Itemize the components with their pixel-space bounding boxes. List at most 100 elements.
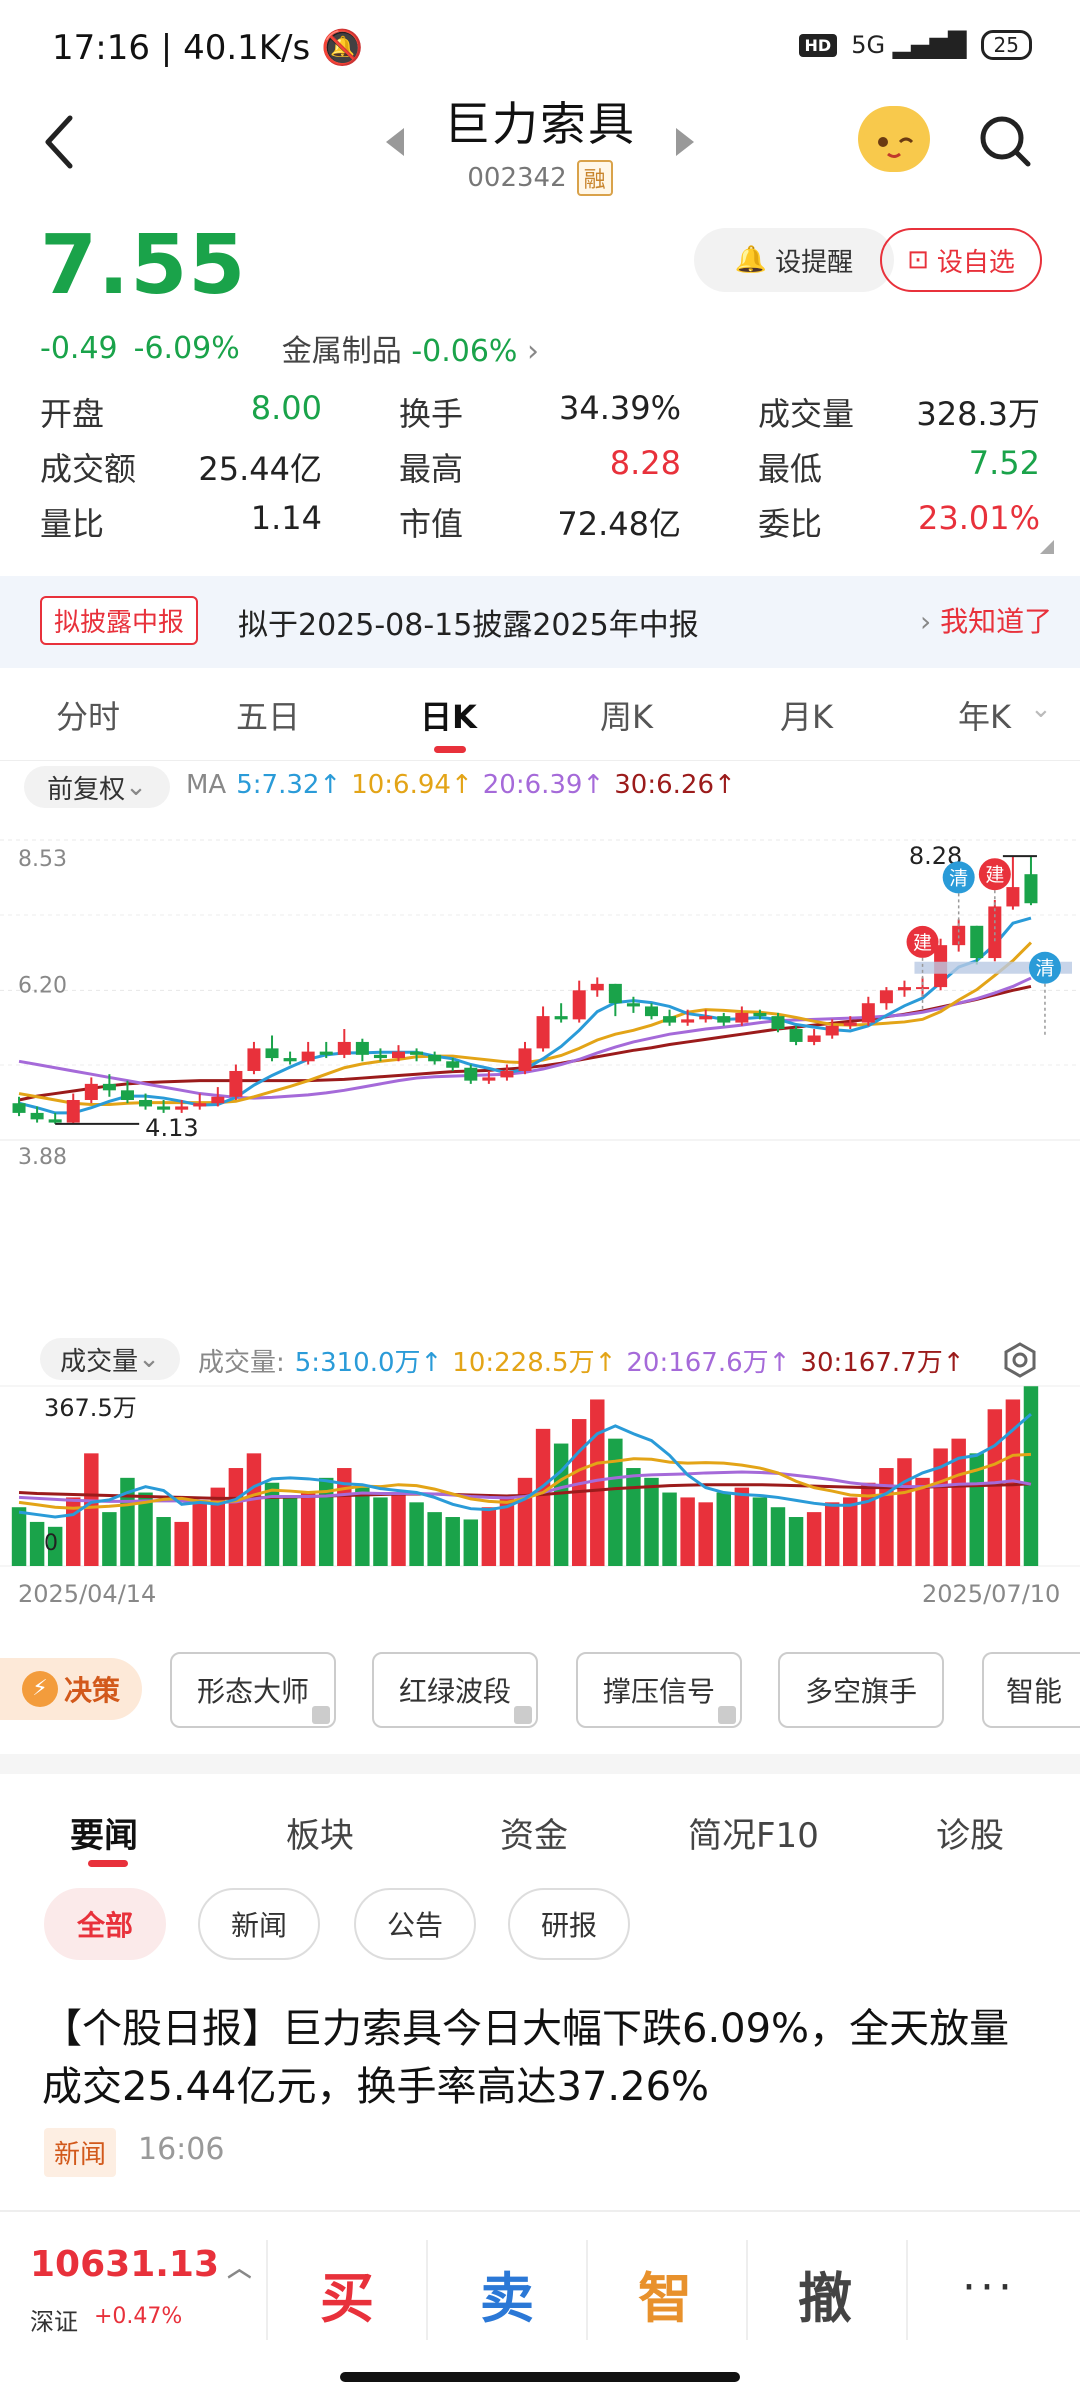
status-time: 17:16 (52, 28, 150, 68)
margin-badge: 融 (576, 160, 613, 196)
tool-button[interactable]: 撑压信号 (576, 1652, 742, 1728)
news-time: 16:06 (138, 2132, 225, 2167)
candle (373, 1048, 387, 1062)
stock-name: 巨力索具 (444, 97, 636, 151)
divider (266, 2240, 268, 2340)
candle (536, 1006, 550, 1052)
tool-button[interactable]: 形态大师 (170, 1652, 336, 1728)
news-tab[interactable]: 资金 (500, 1816, 568, 1856)
tool-button[interactable]: 红绿波段 (372, 1652, 538, 1728)
signal-marker[interactable]: 清 (1028, 951, 1061, 1038)
more-button[interactable]: ··· (962, 2262, 1016, 2313)
search-icon[interactable] (978, 114, 1032, 168)
add-favorite-button[interactable]: ⊡ 设自选 (880, 228, 1042, 292)
lightning-icon: ⚡ (21, 1671, 58, 1707)
news-filter-chip[interactable]: 新闻 (198, 1888, 320, 1960)
back-arrow-icon[interactable] (40, 112, 80, 172)
news-tab[interactable]: 板块 (286, 1816, 354, 1856)
chevron-up-icon: ︿ (219, 2254, 252, 2282)
tab-period[interactable]: 分时 (56, 698, 121, 736)
index-value[interactable]: 10631.13 ︿ (30, 2244, 251, 2285)
quote-stats: 开盘 8.00 换手 34.39% 成交量 328.3万 成交额 25.44亿 最高 8.28 最低… (40, 384, 1040, 549)
chart-end-date: 2025/07/10 (922, 1580, 1061, 1608)
chevron-down-icon: ⌄ (138, 1344, 160, 1374)
volume-indicator-dropdown[interactable]: 成交量 ⌄ (40, 1338, 180, 1380)
tool-button[interactable]: 智能 (982, 1652, 1080, 1728)
signal-marker[interactable]: 建 (978, 858, 1011, 945)
volume-bar (590, 1399, 605, 1566)
adjust-dropdown[interactable]: 前复权 ⌄ (24, 766, 170, 808)
next-stock-icon[interactable] (676, 128, 694, 156)
mascot-icon[interactable] (858, 106, 930, 172)
volume-bar (824, 1502, 840, 1566)
stock-code: 002342 (467, 163, 567, 193)
prev-stock-icon[interactable] (386, 128, 404, 156)
news-filter-chip[interactable]: 研报 (508, 1888, 630, 1960)
divider (906, 2240, 908, 2340)
volume-bar (1005, 1399, 1021, 1566)
candle (663, 1009, 677, 1026)
volume-bar (608, 1438, 623, 1566)
tab-period[interactable]: 五日 (236, 698, 301, 736)
tab-period[interactable]: 年K (958, 698, 1011, 736)
chevron-down-icon[interactable]: ⌄ (1030, 694, 1052, 724)
set-alert-button[interactable]: 🔔 设提醒 (694, 228, 894, 292)
tool-label: 红绿波段 (398, 1675, 511, 1708)
home-indicator[interactable] (340, 2372, 740, 2382)
candle (771, 1012, 785, 1033)
tab-period[interactable]: 周K (600, 698, 653, 736)
expand-corner-icon[interactable] (1040, 540, 1054, 554)
lock-icon (312, 1706, 330, 1724)
stat-cell: 成交额 25.44亿 (40, 444, 322, 490)
candle (897, 980, 911, 997)
decision-button[interactable]: ⚡ 决策 (0, 1658, 142, 1720)
stat-label: 委比 (758, 504, 823, 543)
tab-period[interactable]: 日K (420, 698, 477, 736)
news-tab[interactable]: 诊股 (936, 1816, 1004, 1856)
stat-label: 开盘 (40, 394, 105, 433)
stat-label: 市值 (399, 504, 464, 543)
settings-icon[interactable] (1002, 1342, 1038, 1378)
candle (301, 1041, 315, 1065)
price-change: -0.49 (40, 330, 118, 366)
dismiss-notice-button[interactable]: › 我知道了 (920, 600, 1052, 640)
candle (500, 1064, 514, 1081)
signal-marker-label: 建 (913, 932, 932, 954)
volume-bar (138, 1492, 153, 1566)
volume-indicator-label: 成交量 (60, 1346, 139, 1377)
candle (879, 987, 893, 1010)
volume-bar (282, 1497, 298, 1566)
volume-bar (535, 1428, 551, 1566)
volume-bar (698, 1502, 713, 1566)
volume-bar (337, 1468, 352, 1566)
buy-button[interactable]: 买 (320, 2267, 374, 2330)
candlestick-chart[interactable]: 8.536.203.888.284.13清 建建清 (0, 820, 1080, 1330)
cancel-order-button[interactable]: 撤 (798, 2267, 852, 2330)
ma-value: 20:6.39↑ (482, 770, 605, 800)
volume-bar (897, 1458, 912, 1566)
candle (283, 1051, 297, 1065)
tab-period[interactable]: 月K (780, 698, 833, 736)
sell-button[interactable]: 卖 (480, 2267, 534, 2330)
signal-marker[interactable]: 清 (942, 861, 975, 948)
stat-value: 7.52 (968, 443, 1040, 482)
ma-value: 10:6.94↑ (351, 770, 473, 800)
sector-link[interactable]: 金属制品 -0.06% › (282, 326, 539, 370)
signal-marker-label: 清 (1035, 958, 1054, 980)
tool-button[interactable]: 多空旗手 (778, 1652, 944, 1728)
volume-bar (246, 1453, 262, 1566)
smart-trade-button[interactable]: 智 (638, 2267, 692, 2330)
volume-bar (843, 1497, 858, 1566)
news-filter-chip[interactable]: 全部 (44, 1888, 166, 1960)
candle (12, 1096, 26, 1117)
tool-label: 智能 (1006, 1675, 1063, 1708)
news-filter-chip[interactable]: 公告 (354, 1888, 476, 1960)
news-tab[interactable]: 要闻 (70, 1816, 138, 1856)
volume-chart[interactable]: 367.5万 0 (0, 1380, 1080, 1570)
signal-marker[interactable]: 建 (906, 925, 939, 1012)
tool-label: 撑压信号 (602, 1675, 715, 1708)
y-axis-label: 6.20 (18, 973, 67, 998)
news-tab[interactable]: 简况F10 (688, 1816, 819, 1856)
volume-bar (445, 1517, 460, 1566)
news-headline[interactable]: 【个股日报】巨力索具今日大幅下跌6.09%，全天放量成交25.44亿元，换手率高… (42, 2006, 1010, 2110)
